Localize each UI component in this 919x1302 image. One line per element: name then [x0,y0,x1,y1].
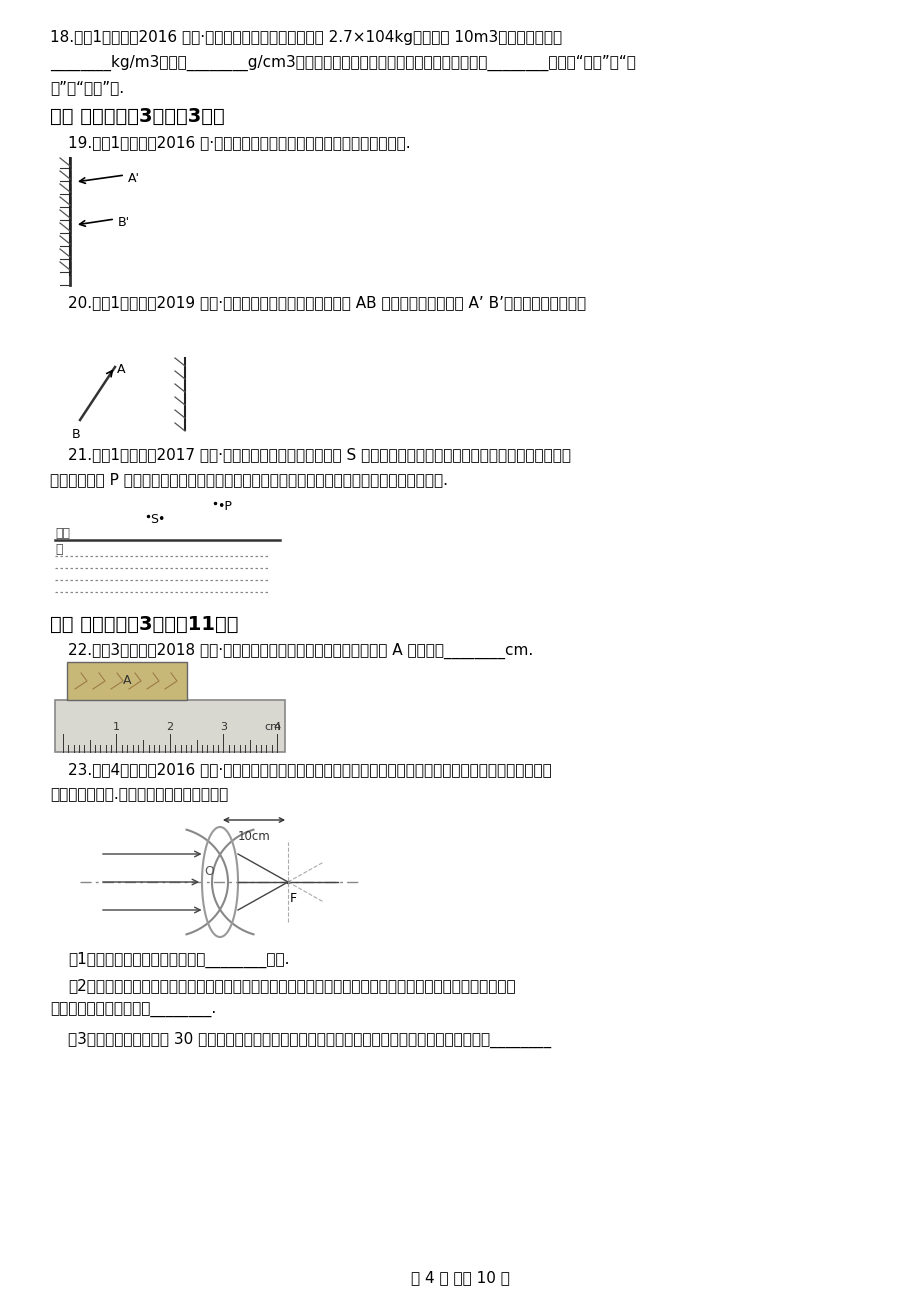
Text: 第 4 页 　共 10 页: 第 4 页 共 10 页 [410,1269,509,1285]
Text: 23.　（4分）　（2016 八下·临泽期中）小明利用一未知焦距的凸透镜探究透镜的成像规律，进行了如下操作并: 23. （4分） （2016 八下·临泽期中）小明利用一未知焦距的凸透镜探究透镜… [68,762,551,777]
Text: 21.　（1分）　（2017 八上·重庆期中）如图所示，发光点 S 发出一条射向水面的光线，在水面发生反射和折射，: 21. （1分） （2017 八上·重庆期中）如图所示，发光点 S 发出一条射向… [68,447,571,462]
Text: B': B' [118,216,130,229]
Text: 四、 实验题（八3题；八11分）: 四、 实验题（八3题；八11分） [50,615,238,634]
Text: 10cm: 10cm [237,829,270,842]
Text: 19.　（1分）　（2016 八·丰城月考）根据平面镜成像特点画出镜前的物体.: 19. （1分） （2016 八·丰城月考）根据平面镜成像特点画出镜前的物体. [68,135,410,150]
Text: cm: cm [265,723,281,732]
Text: 小”或“不变”）.: 小”或“不变”）. [50,79,124,95]
Text: A': A' [128,172,140,185]
Text: 1: 1 [113,723,119,732]
Text: F: F [289,892,297,905]
Bar [55,700,285,753]
Text: 22.　（3分）　（2018 八上·黄梅月考）如图所示，用刻度尺测量物体 A 的长度是________cm.: 22. （3分） （2018 八上·黄梅月考）如图所示，用刻度尺测量物体 A 的… [68,643,533,659]
Text: 得到了相关结论.　请你将空缺部分补充完整: 得到了相关结论. 请你将空缺部分补充完整 [50,786,228,802]
Text: B: B [72,428,81,441]
Text: 18.　（1分）　（2016 九下·道里开学考）一物体的质量是 2.7×104kg，体积为 10m3，　则其密度为: 18. （1分） （2016 九下·道里开学考）一物体的质量是 2.7×104k… [50,30,562,46]
Text: 三、 作图题（八3题；八3分）: 三、 作图题（八3题；八3分） [50,107,224,126]
Text: O: O [204,865,214,878]
Bar [67,661,187,700]
Text: 空气: 空气 [55,527,70,540]
Text: 发射光线经过 P 点，请在图中作出入射光线、反射光线及大致方向的折射光线（保留作图痕迹）.: 发射光线经过 P 点，请在图中作出入射光线、反射光线及大致方向的折射光线（保留作… [50,473,448,487]
Text: 3: 3 [220,723,227,732]
Text: •P: •P [217,500,232,513]
Text: 2: 2 [166,723,174,732]
Text: 水: 水 [55,543,62,556]
Text: （2）　为了研究凸透镜的成像规律，先将蜡烛、凸透镜和光屏放到光具座上，然后调节它们的高度，使它们的: （2） 为了研究凸透镜的成像规律，先将蜡烛、凸透镜和光屏放到光具座上，然后调节它… [68,978,515,993]
Text: A: A [117,363,125,376]
Text: A: A [122,674,131,687]
Text: （1）　实验用的凸透镜焦距约是________厘米.: （1） 实验用的凸透镜焦距约是________厘米. [68,952,289,969]
Text: 4: 4 [273,723,280,732]
Text: 20.　（1分）　（2019 八上·重庆期中）请你在图中画出物体 AB 在平面镜中所成的像 A’ B’（保留作图痕迹）。: 20. （1分） （2019 八上·重庆期中）请你在图中画出物体 AB 在平面镜… [68,296,585,310]
Text: （3）　当烛灯离凸透镜 30 厘米时，光屏应在透镜另一侧移动，光屏在某一位置上会呈现一个清晰的________: （3） 当烛灯离凸透镜 30 厘米时，光屏应在透镜另一侧移动，光屏在某一位置上会… [68,1032,550,1048]
Text: S•: S• [150,513,165,526]
Text: 中心与烛灯的中心大致在________.: 中心与烛灯的中心大致在________. [50,1003,216,1018]
Text: ________kg/m3，　合________g/cm3，　若把该物体切去一半，则剩下部分的密度将________（选填“变大”、“变: ________kg/m3， 合________g/cm3， 若把该物体切去一半… [50,55,635,72]
